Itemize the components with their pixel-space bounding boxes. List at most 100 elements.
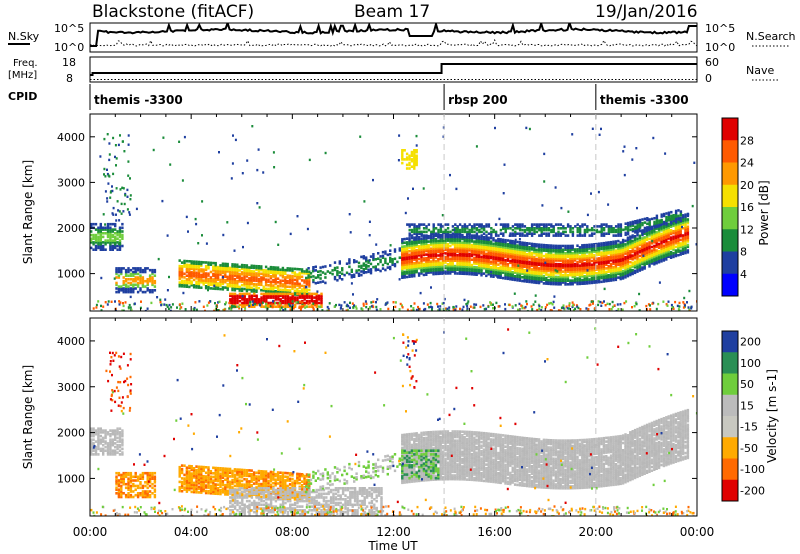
power-cell — [187, 230, 189, 233]
power-cell — [513, 242, 517, 245]
power-cell — [90, 230, 93, 233]
power-cell — [417, 272, 421, 275]
power-cell — [259, 304, 262, 307]
power-cell — [277, 301, 280, 305]
power-cell — [477, 271, 481, 275]
power-cell — [312, 266, 315, 269]
power-cell — [240, 267, 244, 271]
power-cell — [109, 242, 112, 246]
power-cell — [176, 306, 178, 309]
power-cell — [257, 299, 261, 303]
power-cell — [485, 225, 488, 228]
power-cell — [602, 245, 606, 249]
power-cell — [473, 236, 476, 240]
power-cell — [631, 270, 634, 274]
power-cell — [605, 279, 608, 283]
power-cell — [540, 269, 543, 272]
power-cell — [537, 268, 541, 272]
power-cell — [405, 248, 409, 251]
power-cell — [200, 279, 203, 282]
power-cell — [279, 294, 282, 298]
power-cell — [561, 279, 565, 282]
power-cell — [413, 271, 416, 274]
power-cell — [243, 280, 246, 283]
power-cell — [549, 271, 553, 275]
power-cell — [333, 305, 336, 308]
power-cell — [315, 292, 318, 296]
power-cell — [531, 308, 534, 311]
power-cell — [451, 242, 454, 246]
power-cell — [228, 307, 231, 310]
power-cell — [355, 307, 358, 310]
power-cell — [432, 254, 435, 258]
power-cell — [94, 228, 98, 231]
power-cell — [578, 251, 582, 255]
power-cell — [415, 232, 419, 235]
power-cell — [566, 263, 570, 266]
power-cell — [473, 253, 476, 256]
power-cell — [465, 247, 469, 250]
power-cell — [621, 271, 625, 275]
power-cell — [494, 242, 498, 246]
power-cell — [569, 253, 572, 257]
power-cell — [609, 266, 613, 269]
power-cell — [581, 255, 584, 258]
power-cell — [636, 233, 639, 237]
power-cell — [487, 260, 490, 263]
power-cell — [619, 227, 623, 230]
power-cell — [458, 233, 462, 237]
power-cell — [281, 272, 285, 275]
power-cell — [446, 250, 450, 253]
power-cell — [401, 156, 404, 159]
power-cell — [117, 267, 121, 270]
power-cell — [159, 301, 162, 304]
power-cell — [523, 270, 526, 274]
power-cell — [535, 265, 538, 268]
nsearch-line — [90, 38, 697, 47]
power-cell — [489, 266, 493, 269]
power-cell — [540, 306, 543, 309]
power-cell — [655, 221, 659, 225]
power-cell — [658, 281, 661, 284]
power-cell — [475, 253, 478, 256]
power-cell — [119, 301, 122, 304]
power-cell — [456, 257, 459, 261]
power-cell — [429, 252, 433, 256]
power-cell — [511, 265, 514, 269]
power-cell — [200, 262, 203, 266]
power-cell — [432, 260, 435, 263]
power-cell — [626, 254, 630, 258]
power-cell — [506, 227, 510, 230]
power-cell — [674, 254, 678, 258]
power-cell — [305, 268, 309, 272]
power-cell — [475, 251, 478, 255]
power-cell — [566, 270, 570, 273]
power-cell — [384, 250, 387, 253]
power-cell — [264, 265, 268, 269]
power-cell — [617, 272, 620, 276]
power-cell — [310, 298, 314, 301]
power-cell — [429, 269, 433, 272]
power-cell — [586, 225, 589, 228]
power-cell — [236, 299, 239, 303]
power-cell — [128, 211, 131, 214]
power-cell — [549, 262, 553, 266]
power-cell — [252, 279, 256, 282]
power-cell — [298, 273, 301, 277]
power-cell — [571, 266, 574, 270]
power-cell — [240, 276, 244, 280]
power-cell — [501, 258, 505, 262]
power-cell — [612, 228, 615, 232]
power-cell — [600, 244, 603, 247]
power-cell — [126, 208, 129, 211]
power-cell — [657, 231, 661, 235]
power-cell — [590, 268, 594, 272]
power-cell — [600, 245, 603, 249]
power-cell — [195, 282, 198, 285]
power-cell — [686, 243, 690, 247]
power-cell — [146, 289, 149, 292]
power-cell — [655, 243, 658, 247]
power-cell — [470, 228, 474, 232]
power-cell — [463, 270, 466, 274]
power-cell — [216, 273, 220, 276]
